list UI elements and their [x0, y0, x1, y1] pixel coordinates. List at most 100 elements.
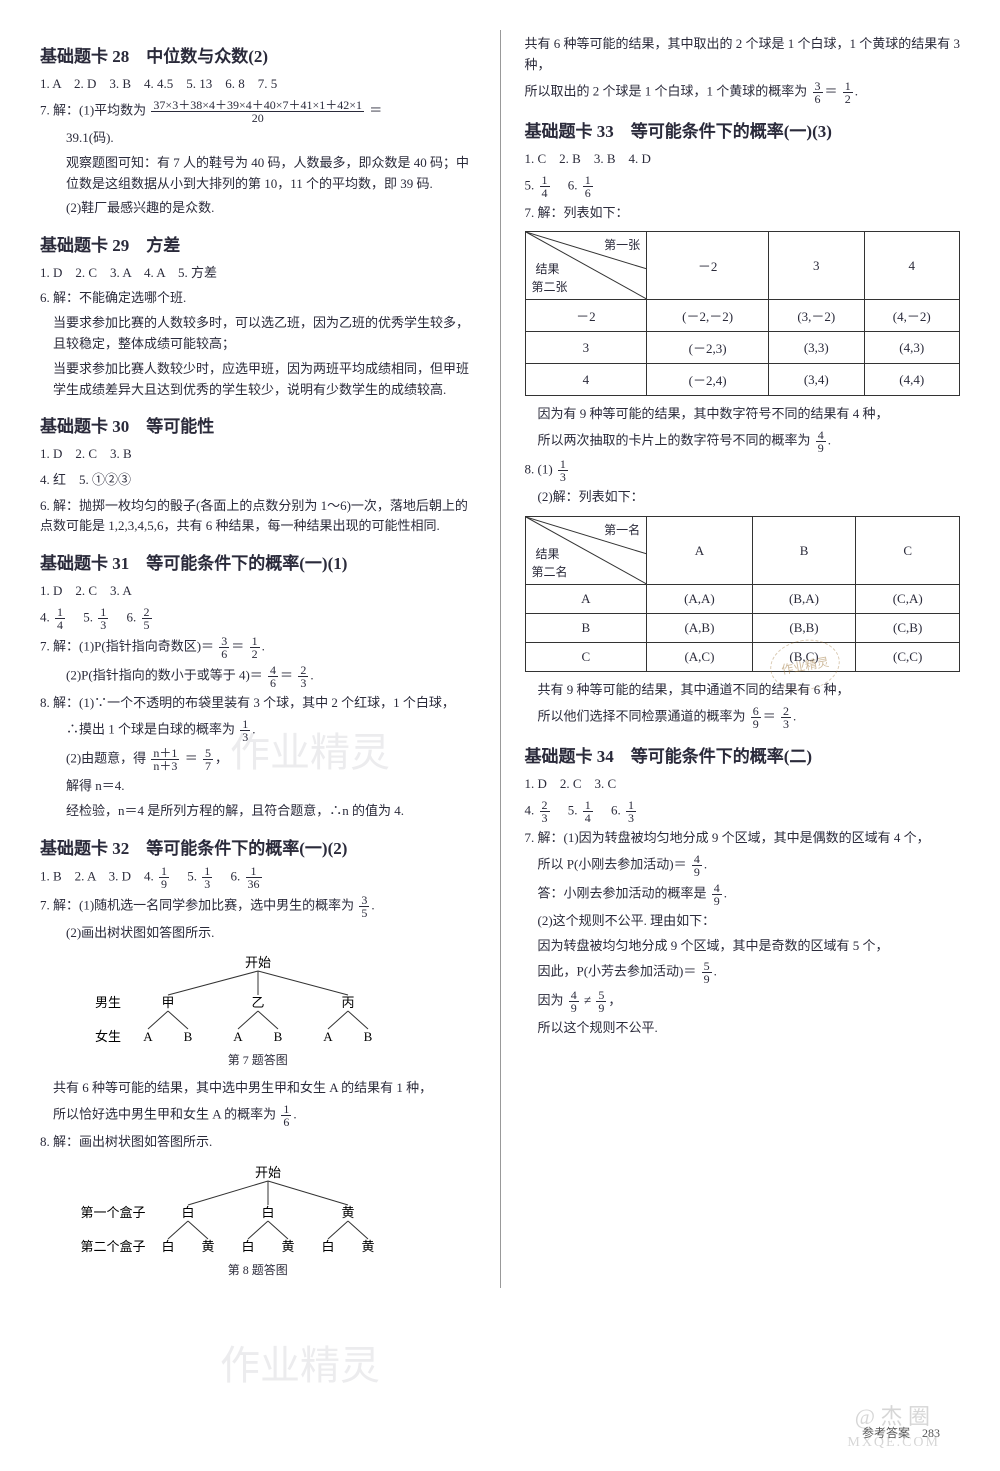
svg-text:白: 白 — [321, 1239, 334, 1253]
fraction: 25 — [142, 606, 152, 631]
numerator: 1 — [246, 865, 262, 878]
diag-top: 第一张 — [604, 236, 640, 253]
denominator: 4 — [540, 187, 550, 199]
fraction: 14 — [540, 174, 550, 199]
table-header: A — [647, 517, 753, 585]
denominator: 6 — [268, 677, 278, 689]
section-title-30: 基础题卡 30 等可能性 — [40, 412, 476, 437]
table-row-header: B — [525, 614, 647, 643]
s34-q7c: 答：小刚去参加活动的概率是 49. — [525, 882, 961, 907]
fraction: 14 — [55, 606, 65, 631]
table-cell: (－2,－2) — [647, 300, 769, 332]
denominator: 6 — [281, 1116, 291, 1128]
denominator: n＋3 — [151, 760, 179, 772]
fraction: 57 — [203, 747, 213, 772]
s32-answers: 1. B 2. A 3. D 4. 19 5. 13 6. 136 — [40, 865, 476, 890]
s28-answers: 1. A 2. D 3. B 4. 4.5 5. 13 6. 8 7. 5 — [40, 73, 476, 95]
numerator: 1 — [202, 865, 212, 878]
numerator: 2 — [781, 705, 791, 718]
s29-answers: 1. D 2. C 3. A 4. A 5. 方差 — [40, 262, 476, 284]
text: 所以两次抽取的卡片上的数字符号不同的概率为 — [538, 433, 811, 448]
text: (2)由题意，得 — [66, 751, 146, 766]
fraction: 19 — [159, 865, 169, 890]
svg-text:开始: 开始 — [245, 955, 271, 970]
s33-q8d: 所以他们选择不同检票通道的概率为 69＝ 23. — [525, 705, 961, 730]
svg-text:白: 白 — [241, 1239, 254, 1253]
table-cell: (C,C) — [856, 643, 960, 672]
denominator: 9 — [751, 718, 761, 730]
denominator: 4 — [583, 812, 593, 824]
fraction: 16 — [281, 1103, 291, 1128]
table-cell: (A,B) — [647, 614, 753, 643]
text: 1. B 2. A 3. D 4. — [40, 868, 157, 883]
text: 因此，P(小芳去参加活动)＝ — [538, 964, 697, 979]
svg-text:女生: 女生 — [95, 1029, 121, 1043]
table-row-header: A — [525, 585, 647, 614]
section-title-28: 基础题卡 28 中位数与众数(2) — [40, 42, 476, 67]
s34-q7g: 因为 49 ≠ 59， — [525, 989, 961, 1014]
s33-table2: 第一名 结果 第二名 A B C A (A,A) (B,A) (C,A) B — [525, 516, 961, 672]
svg-text:A: A — [323, 1029, 333, 1043]
s34-q7e: 因为转盘被均匀地分成 9 个区域，其中是奇数的区域有 5 个， — [525, 936, 961, 957]
section-title-31: 基础题卡 31 等可能条件下的概率(一)(1) — [40, 549, 476, 574]
table-header: 4 — [864, 232, 959, 300]
text: (2)P(指针指向的数小于或等于 4)＝ — [66, 668, 263, 683]
column-divider — [500, 30, 501, 1288]
left-column: 基础题卡 28 中位数与众数(2) 1. A 2. D 3. B 4. 4.5 … — [40, 30, 476, 1288]
svg-text:B: B — [363, 1029, 372, 1043]
numerator: 6 — [751, 705, 761, 718]
fraction: 13 — [240, 718, 250, 743]
denominator: 9 — [569, 1002, 579, 1014]
s31-q8b-check: 经检验，n＝4 是所列方程的解，且符合题意，∴n 的值为 4. — [40, 801, 476, 822]
denominator: 5 — [142, 619, 152, 631]
s28-q7a: 7. 解：(1)平均数为 37×3＋38×4＋39×4＋40×7＋41×1＋42… — [40, 99, 476, 124]
s31-q7b: (2)P(指针指向的数小于或等于 4)＝ 46＝ 23. — [40, 664, 476, 689]
table-cell: (C,B) — [856, 614, 960, 643]
page: 作业精灵 作业精灵 @ 杰 圈 MXQE.COM 作业精灵 基础题卡 28 中位… — [0, 0, 1000, 1471]
s33-q7: 7. 解：列表如下： — [525, 203, 961, 224]
svg-text:B: B — [183, 1029, 192, 1043]
fraction: 13 — [626, 799, 636, 824]
denominator: 2 — [843, 93, 853, 105]
numerator: 3 — [359, 894, 369, 907]
text: ＝ — [185, 751, 198, 766]
text: 所以恰好选中男生甲和女生 A 的概率为 — [53, 1107, 276, 1122]
denominator: 3 — [781, 718, 791, 730]
table-row-header: 4 — [525, 364, 647, 396]
s33-answers2: 5. 14 6. 16 — [525, 174, 961, 199]
s32-q7c: 共有 6 种等可能的结果，其中选中男生甲和女生 A 的结果有 1 种， — [40, 1078, 476, 1099]
tree-diagram-7: 开始 男生 甲 乙 丙 女生 A B A B A — [40, 953, 476, 1047]
diag-mid: 结果 — [536, 260, 560, 277]
fraction: 136 — [246, 865, 262, 890]
s29-q6a: 6. 解：不能确定选哪个班. — [40, 288, 476, 309]
s32-q7b: (2)画出树状图如答图所示. — [40, 923, 476, 944]
fraction: 49 — [712, 882, 722, 907]
denominator: 3 — [558, 471, 568, 483]
cont-l2: 所以取出的 2 个球是 1 个白球，1 个黄球的概率为 36＝ 12. — [525, 80, 961, 105]
text: 5. — [525, 177, 538, 192]
diag-top: 第一名 — [604, 521, 640, 538]
denominator: 5 — [359, 907, 369, 919]
text: ≠ — [584, 993, 591, 1008]
fraction: 49 — [569, 989, 579, 1014]
numerator: 1 — [159, 865, 169, 878]
denominator: 9 — [692, 866, 702, 878]
fraction: 69 — [751, 705, 761, 730]
s33-answers1: 1. C 2. B 3. B 4. D — [525, 148, 961, 170]
numerator: 3 — [813, 80, 823, 93]
s34-q7d: (2)这个规则不公平. 理由如下： — [525, 911, 961, 932]
s31-q8a: 8. 解：(1)∵一个不透明的布袋里装有 3 个球，其中 2 个红球，1 个白球… — [40, 693, 476, 714]
fraction: 36 — [813, 80, 823, 105]
table-cell: (4,3) — [864, 332, 959, 364]
text: 7. 解：(1)平均数为 — [40, 103, 146, 118]
svg-text:白: 白 — [181, 1205, 194, 1220]
denominator: 3 — [626, 812, 636, 824]
s33-q7b: 因为有 9 种等可能的结果，其中数字符号不同的结果有 4 种， — [525, 404, 961, 425]
fraction: 36 — [219, 635, 229, 660]
fraction: 49 — [692, 853, 702, 878]
table-header: 3 — [769, 232, 864, 300]
denominator: 36 — [246, 878, 262, 890]
s31-answers1: 1. D 2. C 3. A — [40, 580, 476, 602]
s31-q8b-solve: 解得 n＝4. — [40, 776, 476, 797]
s30-answers1: 1. D 2. C 3. B — [40, 443, 476, 465]
